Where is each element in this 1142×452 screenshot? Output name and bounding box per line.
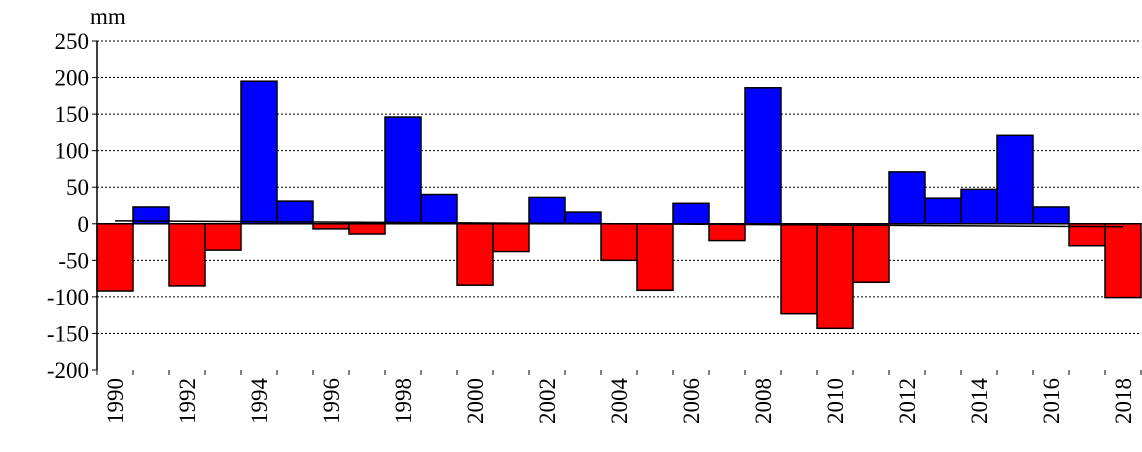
y-tick-label: 0 (78, 212, 90, 237)
bar (600, 223, 638, 262)
bar (96, 223, 134, 292)
bar (168, 223, 206, 287)
x-tick-label: 2016 (1039, 378, 1064, 424)
y-tick-label: 250 (55, 29, 90, 54)
bar (1104, 223, 1142, 299)
bar (636, 223, 674, 292)
bar (996, 134, 1034, 225)
bar (420, 193, 458, 225)
y-tick-label: -50 (58, 248, 89, 273)
x-tick-label: 2010 (823, 378, 848, 424)
x-tick-label: 1996 (319, 378, 344, 424)
bar (672, 202, 710, 225)
bar (348, 223, 386, 235)
y-tick-label: 200 (55, 66, 90, 91)
bar (384, 116, 422, 225)
x-tick-label: 2002 (535, 378, 560, 424)
x-tick-label: 2008 (751, 378, 776, 424)
x-tick-label: 1990 (103, 378, 128, 424)
bar (564, 211, 602, 225)
bar (204, 223, 242, 251)
bar (960, 188, 998, 225)
bar (456, 223, 494, 286)
x-tick-label: 2004 (607, 378, 632, 425)
y-tick-label: 100 (55, 139, 90, 164)
bar (240, 80, 278, 225)
bar (1032, 206, 1070, 225)
bar (816, 223, 854, 330)
bar (852, 223, 890, 284)
bar (528, 196, 566, 225)
trend-line (114, 220, 1124, 228)
bar (888, 171, 926, 225)
y-axis-unit: mm (90, 4, 126, 29)
bar (708, 223, 746, 242)
bar (780, 223, 818, 315)
x-tick-label: 1998 (391, 378, 416, 424)
y-tick-label: -100 (47, 285, 89, 310)
x-tick-label: 2018 (1111, 378, 1136, 424)
y-tick-label: -150 (47, 321, 89, 346)
y-tick-label: 150 (55, 102, 90, 127)
bar (276, 200, 314, 225)
x-tick-label: 2000 (463, 378, 488, 424)
y-tick-label: -200 (47, 358, 89, 383)
x-tick-label: 1994 (247, 378, 272, 425)
bar (312, 223, 350, 230)
bar (924, 197, 962, 225)
bar (744, 87, 782, 225)
y-tick-label: 50 (66, 175, 89, 200)
x-tick-label: 2006 (679, 378, 704, 424)
bar (492, 223, 530, 253)
x-tick-label: 2012 (895, 378, 920, 424)
x-tick-label: 1992 (175, 378, 200, 424)
x-tick-label: 2014 (967, 378, 992, 425)
